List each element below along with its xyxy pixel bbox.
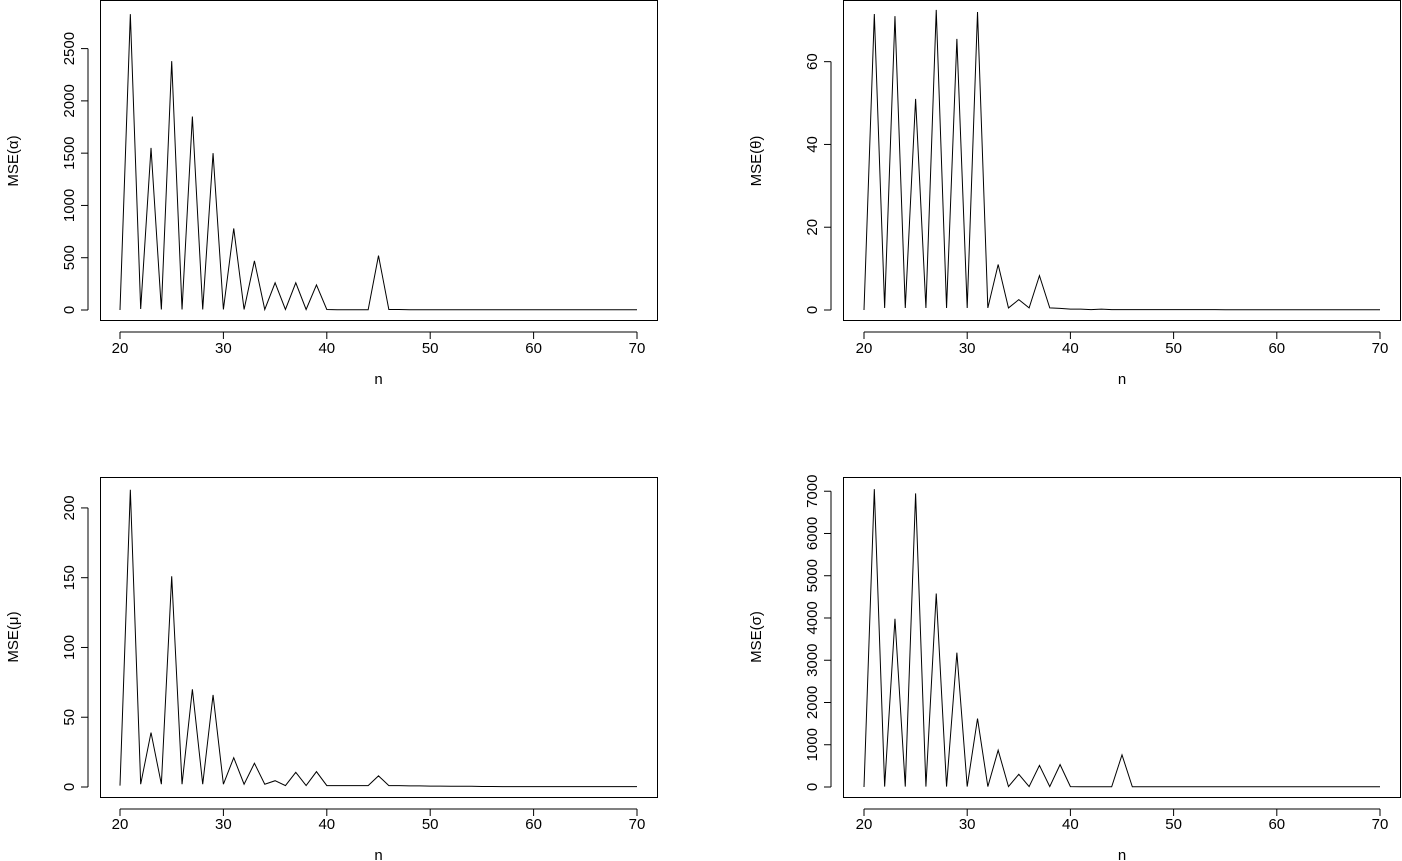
x-tick-label: 40: [1062, 816, 1079, 833]
y-tick-label: 0: [61, 306, 78, 314]
y-tick-label: 2000: [61, 84, 78, 117]
y-tick-label: 40: [804, 136, 821, 153]
y-tick-label: 20: [804, 219, 821, 236]
plot-frame-theta: [843, 0, 1401, 321]
plot-frame-alpha: [100, 0, 658, 321]
panel-mse-sigma: 20 30 40 50 60 70 0 1000 2000 3000 4000 5000 6000 700…: [748, 475, 1401, 861]
panel-mse-theta: 20 30 40 50 60 70 0 20 40 60 n MSE(θ): [748, 0, 1401, 388]
y-tick-label: 500: [61, 245, 78, 270]
x-tick-label: 70: [1372, 816, 1389, 833]
y-tick-label: 2500: [61, 32, 78, 65]
x-tick-label: 40: [318, 816, 335, 833]
x-tick-label: 70: [1372, 340, 1389, 357]
x-tick-label: 50: [1165, 816, 1182, 833]
series-line-mu: [119, 489, 637, 788]
x-tick-label: 20: [112, 340, 129, 357]
x-tick-label: 70: [629, 340, 646, 357]
y-tick-label: 100: [61, 635, 78, 660]
y-tick-label: 1000: [804, 728, 821, 761]
x-tick-label: 60: [525, 340, 542, 357]
y-tick-label: 0: [804, 306, 821, 314]
x-axis-title: n: [1118, 847, 1126, 861]
y-tick-label: 1000: [61, 189, 78, 222]
plot-frame-sigma: [843, 477, 1401, 798]
series-line-theta: [863, 9, 1380, 311]
plot-frame-mu: [100, 477, 658, 798]
y-tick-label: 1500: [61, 136, 78, 169]
x-tick-label: 40: [318, 340, 335, 357]
x-tick-label: 50: [422, 340, 439, 357]
y-axis-title: MSE(σ): [748, 611, 765, 663]
x-tick-label: 30: [215, 340, 232, 357]
y-tick-label: 4000: [804, 601, 821, 634]
y-axis-title: MSE(μ): [5, 611, 22, 662]
x-tick-label: 20: [856, 816, 873, 833]
x-tick-label: 60: [525, 816, 542, 833]
x-tick-label: 50: [422, 816, 439, 833]
y-tick-label: 2000: [804, 686, 821, 719]
y-tick-label: 7000: [804, 475, 821, 508]
series-line-alpha: [119, 14, 637, 312]
panel-mse-alpha: 20 30 40 50 60 70 0 500 1000 1500 2000 2500 n MSE(α): [5, 0, 658, 388]
x-axis-title: n: [1118, 371, 1126, 388]
x-axis-title: n: [374, 371, 382, 388]
y-axis-title: MSE(θ): [748, 136, 765, 187]
y-tick-label: 0: [61, 783, 78, 791]
y-tick-label: 60: [804, 53, 821, 70]
panel-mse-mu: 20 30 40 50 60 70 0 50 100 150 200 n MSE(μ): [5, 477, 658, 861]
series-line-sigma: [863, 489, 1380, 788]
x-tick-label: 20: [112, 816, 129, 833]
x-tick-label: 60: [1268, 816, 1285, 833]
x-tick-label: 60: [1268, 340, 1285, 357]
y-tick-label: 0: [804, 783, 821, 791]
y-tick-label: 200: [61, 495, 78, 520]
x-tick-label: 30: [215, 816, 232, 833]
x-tick-label: 30: [959, 340, 976, 357]
y-tick-label: 6000: [804, 517, 821, 550]
x-tick-label: 20: [856, 340, 873, 357]
x-tick-label: 70: [629, 816, 646, 833]
x-tick-label: 30: [959, 816, 976, 833]
x-tick-label: 50: [1165, 340, 1182, 357]
y-tick-label: 50: [61, 709, 78, 726]
y-tick-label: 3000: [804, 644, 821, 677]
x-axis-title: n: [374, 847, 382, 861]
y-tick-label: 5000: [804, 559, 821, 592]
y-axis-title: MSE(α): [5, 135, 22, 186]
x-tick-label: 40: [1062, 340, 1079, 357]
y-tick-label: 150: [61, 565, 78, 590]
